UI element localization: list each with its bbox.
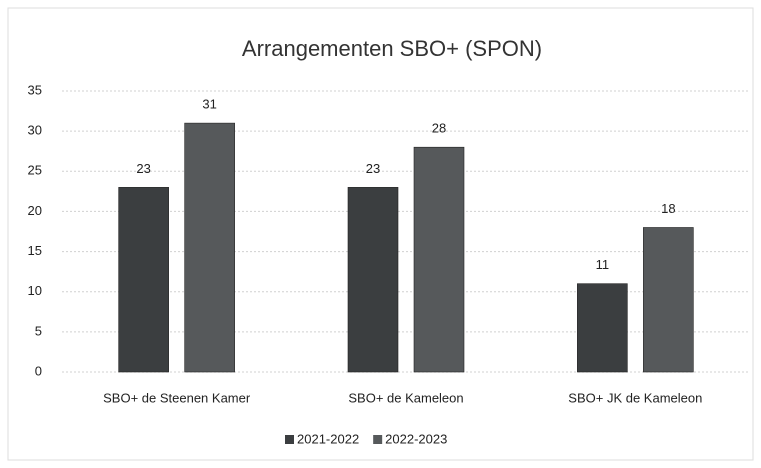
y-tick-label: 30 [28, 123, 42, 138]
x-tick-label: SBO+ de Steenen Kamer [103, 390, 251, 405]
y-tick-label: 15 [28, 243, 42, 258]
data-label: 18 [661, 201, 675, 216]
bar [413, 146, 465, 373]
chart-title: Arrangementen SBO+ (SPON) [242, 36, 542, 61]
data-label: 23 [366, 161, 380, 176]
y-tick-label: 35 [28, 82, 42, 97]
y-tick-label: 5 [35, 323, 42, 338]
bar [118, 187, 169, 373]
legend-label: 2021-2022 [297, 431, 359, 446]
legend-swatch [373, 435, 383, 444]
x-tick-label: SBO+ JK de Kameleon [568, 390, 702, 405]
data-label: 28 [432, 121, 446, 136]
bar [347, 187, 399, 373]
bar [577, 283, 628, 373]
data-label: 23 [136, 161, 150, 176]
y-tick-label: 25 [28, 163, 42, 178]
data-label: 11 [596, 257, 610, 272]
y-tick-label: 0 [35, 363, 42, 378]
legend-swatch [285, 435, 294, 444]
bar [184, 122, 235, 373]
y-tick-label: 10 [28, 283, 42, 298]
y-tick-label: 20 [28, 203, 42, 218]
data-label: 31 [202, 97, 216, 112]
x-tick-label: SBO+ de Kameleon [348, 390, 463, 405]
legend-label: 2022-2023 [385, 431, 447, 446]
bar [643, 227, 694, 373]
